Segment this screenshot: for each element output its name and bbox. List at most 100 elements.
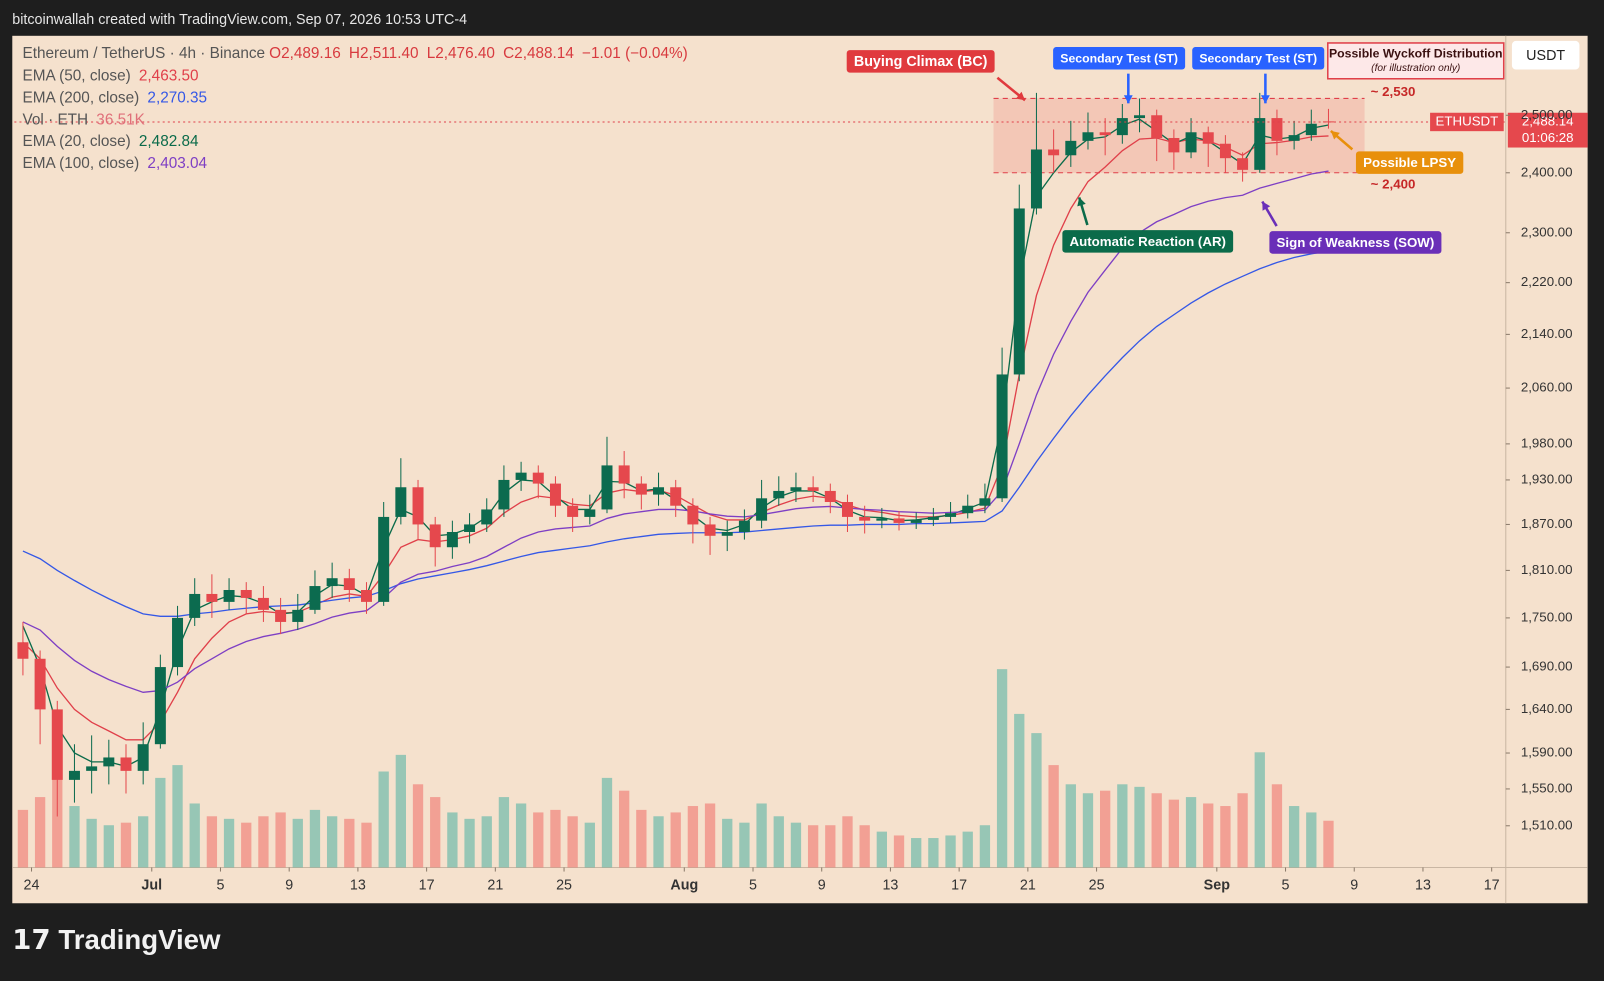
logo: 𝟭𝟳 TradingView	[12, 924, 221, 955]
volume-bar	[928, 838, 939, 868]
volume-bar	[773, 816, 784, 868]
arrow-head	[1262, 201, 1271, 211]
volume-bar	[206, 816, 218, 868]
volume-bar	[515, 803, 527, 868]
candle-body	[446, 531, 458, 548]
volume-bar	[601, 777, 613, 868]
plot	[14, 92, 1506, 868]
note-box	[1327, 42, 1505, 80]
price-tag	[1507, 112, 1588, 148]
volume-bar	[86, 818, 97, 868]
candle-body	[86, 766, 98, 771]
x-tick-label: 5	[749, 878, 757, 894]
volume-bar	[1306, 812, 1317, 868]
symbol-tag	[1430, 112, 1504, 132]
y-tick-label: 2,060.00	[1521, 380, 1573, 395]
candle-body	[257, 597, 269, 610]
volume-bar	[1082, 793, 1094, 868]
candle-body	[378, 516, 390, 602]
y-tick-label: 1,980.00	[1521, 435, 1573, 450]
legend-name: EMA (50, close)	[23, 68, 131, 85]
volume-bar	[1168, 799, 1180, 868]
y-tick-label: 1,930.00	[1521, 471, 1573, 486]
candle-body	[738, 520, 750, 532]
volume-bar	[378, 771, 389, 868]
candle-body	[549, 483, 561, 506]
legend-row: EMA (100, close) 2,403.04	[23, 155, 208, 172]
volume-bar	[309, 809, 321, 868]
legend-value: 2,270.35	[147, 90, 207, 107]
x-tick-label: 5	[216, 878, 224, 894]
volume-bar	[996, 669, 1008, 868]
candle-body	[687, 505, 699, 525]
candle-body	[1237, 158, 1249, 170]
chart-background	[12, 35, 1588, 904]
y-tick-label: 1,550.00	[1521, 780, 1573, 795]
candle-body	[1271, 118, 1283, 141]
volume-bar	[1151, 793, 1162, 868]
volume-bar	[704, 803, 716, 868]
annotation-box	[1269, 231, 1442, 254]
legend-row: EMA (50, close) 2,463.50	[23, 68, 199, 85]
candle-body	[1219, 143, 1231, 159]
candle-body	[910, 519, 922, 523]
candle-body	[1254, 118, 1266, 170]
volume-bar	[1203, 803, 1214, 868]
legend-row: Vol · ETH 36.51K	[23, 111, 146, 128]
change-label: −1.01 (−0.04%)	[582, 45, 688, 62]
volume-bar	[138, 816, 149, 868]
volume-bar	[498, 797, 510, 868]
candle-body	[154, 667, 166, 745]
volume-bar	[52, 771, 63, 868]
y-tick-label: 1,870.00	[1521, 516, 1573, 531]
candle-body	[532, 472, 544, 484]
price-tag-countdown: 01:06:28	[1522, 130, 1574, 145]
candle-body	[962, 505, 974, 514]
candle-body	[343, 578, 355, 590]
volume-bar	[1220, 806, 1231, 868]
candle-body	[824, 490, 836, 503]
candle-body	[498, 479, 510, 510]
legend-value: 2,463.50	[139, 68, 199, 85]
x-tick-label: 13	[350, 878, 366, 894]
candle-body	[1168, 137, 1180, 153]
volume-bar	[859, 825, 870, 868]
candle-body	[137, 744, 149, 771]
ohlc-label: C2,488.14	[503, 45, 574, 62]
legend-title: Ethereum / TetherUS · 4h · Binance O2,489…	[23, 45, 688, 62]
candle-body	[292, 609, 304, 622]
candle-body	[275, 609, 287, 622]
candle-body	[429, 524, 441, 548]
annotation-text: Possible LPSY	[1363, 155, 1456, 170]
candle-body	[1065, 140, 1077, 156]
x-tick-label: 9	[818, 878, 826, 894]
candle-body	[618, 465, 630, 484]
legend-name: EMA (100, close)	[23, 155, 140, 172]
candle-body	[584, 509, 596, 517]
annotation-box	[846, 50, 995, 73]
annotation-text: Automatic Reaction (AR)	[1070, 234, 1226, 249]
x-tick-label: 21	[1020, 878, 1036, 894]
volume-bar	[412, 784, 424, 868]
volume-bar	[223, 818, 235, 868]
legend-value: 2,482.84	[139, 133, 199, 150]
candle-body	[1099, 132, 1111, 136]
x-tick-label: 25	[556, 878, 572, 894]
candle-body	[945, 513, 957, 517]
candle-body	[1048, 149, 1060, 156]
candle-body	[206, 593, 218, 602]
candle-body	[481, 509, 493, 525]
logo-text: TradingView	[58, 924, 221, 955]
candle-body	[120, 757, 132, 771]
candle-body	[670, 487, 682, 506]
arrow-head	[1077, 197, 1086, 207]
legend-name: EMA (200, close)	[23, 90, 140, 107]
x-tick-label: 17	[1484, 878, 1500, 894]
candle-body	[773, 490, 785, 499]
legend-name: Vol · ETH	[23, 111, 89, 128]
candle-body	[189, 593, 201, 618]
candle-body	[601, 465, 613, 510]
volume-bar	[1288, 806, 1300, 868]
volume-bar	[1237, 793, 1248, 868]
